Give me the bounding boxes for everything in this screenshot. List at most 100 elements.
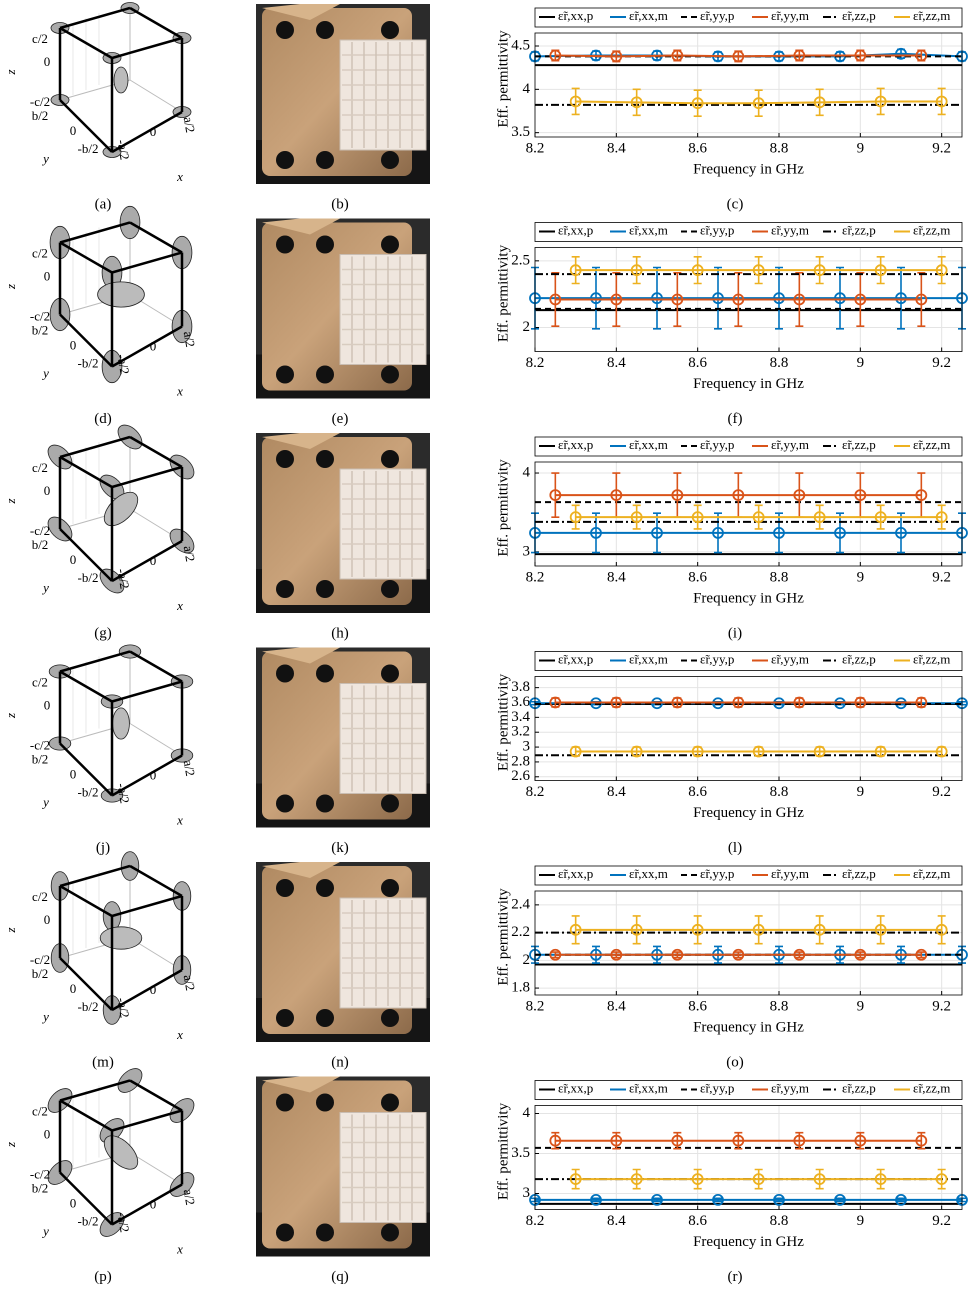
marker bbox=[630, 923, 643, 936]
hole bbox=[276, 151, 294, 169]
hole bbox=[276, 580, 294, 598]
axis-label: 0 bbox=[44, 1126, 51, 1141]
error-bar bbox=[876, 915, 885, 945]
cube-edge bbox=[59, 528, 113, 582]
error-bar bbox=[693, 89, 702, 117]
cube-diagram bbox=[47, 1068, 195, 1237]
axis-label: z bbox=[3, 713, 18, 719]
marker bbox=[630, 511, 643, 524]
caption: (f) bbox=[728, 411, 743, 427]
marker bbox=[874, 1173, 887, 1185]
error-bar bbox=[673, 272, 682, 327]
x-axis-label: Frequency in GHz bbox=[693, 1234, 804, 1250]
marker bbox=[590, 527, 602, 539]
marker bbox=[935, 95, 948, 108]
error-bar bbox=[815, 88, 824, 117]
cube-edge bbox=[59, 884, 113, 918]
cube-diagram bbox=[48, 644, 194, 803]
y-tick-label: 2 bbox=[523, 952, 531, 968]
legend-label: ε̃r,zz,m bbox=[913, 222, 950, 237]
y-tick-label: 4.5 bbox=[511, 37, 530, 53]
marker bbox=[915, 948, 928, 961]
marker bbox=[610, 948, 623, 961]
axis-label: a/2 bbox=[181, 545, 199, 563]
plot-frame bbox=[534, 1105, 963, 1210]
error-bar bbox=[795, 272, 804, 327]
y-tick-label: 3.2 bbox=[511, 724, 530, 740]
error-bar bbox=[917, 272, 926, 327]
marker bbox=[773, 1194, 785, 1206]
marker bbox=[691, 97, 704, 110]
cube-edge bbox=[111, 894, 183, 918]
x-tick-label: 9 bbox=[857, 998, 865, 1014]
x-axis-label: Frequency in GHz bbox=[693, 161, 804, 177]
sample bbox=[339, 468, 427, 580]
caption: (d) bbox=[94, 411, 112, 427]
error-bar bbox=[815, 256, 824, 285]
marker bbox=[569, 1173, 582, 1185]
x-tick-label: 8.4 bbox=[607, 1213, 626, 1229]
axis-label: 0 bbox=[44, 483, 51, 498]
axis-label: y bbox=[41, 365, 49, 380]
cube-edge bbox=[129, 1079, 183, 1112]
axis-label: 0 bbox=[44, 268, 51, 283]
y-tick-label: 4 bbox=[523, 464, 531, 480]
marker bbox=[630, 96, 643, 109]
error-bar bbox=[876, 504, 885, 530]
hole bbox=[381, 151, 399, 169]
y-tick-label: 2 bbox=[523, 319, 531, 335]
error-bar bbox=[734, 272, 743, 327]
axis-label: 0 bbox=[44, 54, 51, 69]
y-tick-label: 2.4 bbox=[511, 896, 530, 912]
cube-edge bbox=[111, 325, 183, 368]
cube-edge bbox=[59, 221, 131, 244]
x-tick-label: 9.2 bbox=[932, 1213, 951, 1229]
x-tick-label: 8.8 bbox=[770, 784, 789, 800]
marker bbox=[935, 923, 948, 936]
marker bbox=[854, 696, 867, 709]
axis-label: y bbox=[41, 1009, 49, 1024]
hole bbox=[276, 1009, 294, 1027]
legend-label: ε̃r,yy,p bbox=[700, 8, 734, 23]
axis-label: -c/2 bbox=[30, 94, 50, 109]
caption: (a) bbox=[95, 196, 112, 212]
marker bbox=[651, 527, 663, 539]
marker bbox=[813, 745, 826, 758]
marker bbox=[691, 1173, 704, 1185]
y-tick-label: 4 bbox=[523, 81, 531, 97]
marker bbox=[834, 527, 846, 539]
error-bar bbox=[917, 951, 926, 959]
axis-label: -c/2 bbox=[30, 523, 50, 538]
caption: (b) bbox=[331, 196, 349, 212]
cube-edge bbox=[129, 6, 183, 40]
chart: 1.8 2 2.2 2.4 8.2 8.4 8.6 8.8 9 9.2 Frequency in G… bbox=[495, 865, 968, 1035]
axis-label: 0 bbox=[150, 767, 157, 782]
hole bbox=[276, 450, 294, 468]
legend-label: ε̃r,zz,p bbox=[842, 222, 876, 237]
sample bbox=[339, 683, 427, 794]
marker bbox=[569, 511, 582, 524]
marker bbox=[569, 745, 582, 758]
error-bar bbox=[815, 915, 824, 945]
axis-label: a/2 bbox=[181, 116, 199, 134]
hole bbox=[381, 664, 399, 683]
hole bbox=[316, 580, 334, 598]
cube-edge bbox=[111, 465, 183, 489]
photo bbox=[256, 1076, 430, 1257]
axis-label: 0 bbox=[150, 982, 157, 997]
hidden-edge bbox=[129, 1152, 183, 1185]
caption: (r) bbox=[728, 1269, 743, 1285]
hole bbox=[316, 450, 334, 468]
legend-label: ε̃r,xx,p bbox=[558, 8, 593, 23]
axis-label: 0 bbox=[44, 912, 51, 927]
y-tick-label: 3 bbox=[523, 739, 531, 755]
hole bbox=[381, 580, 399, 598]
waveguide-side bbox=[262, 1076, 340, 1093]
hole bbox=[276, 235, 294, 254]
legend-box bbox=[534, 7, 963, 28]
axis-label: -a/2 bbox=[114, 782, 132, 805]
legend-label: ε̃r,yy,m bbox=[771, 8, 809, 23]
error-bar bbox=[856, 272, 865, 327]
caption: (g) bbox=[94, 625, 112, 641]
marker bbox=[874, 923, 887, 936]
